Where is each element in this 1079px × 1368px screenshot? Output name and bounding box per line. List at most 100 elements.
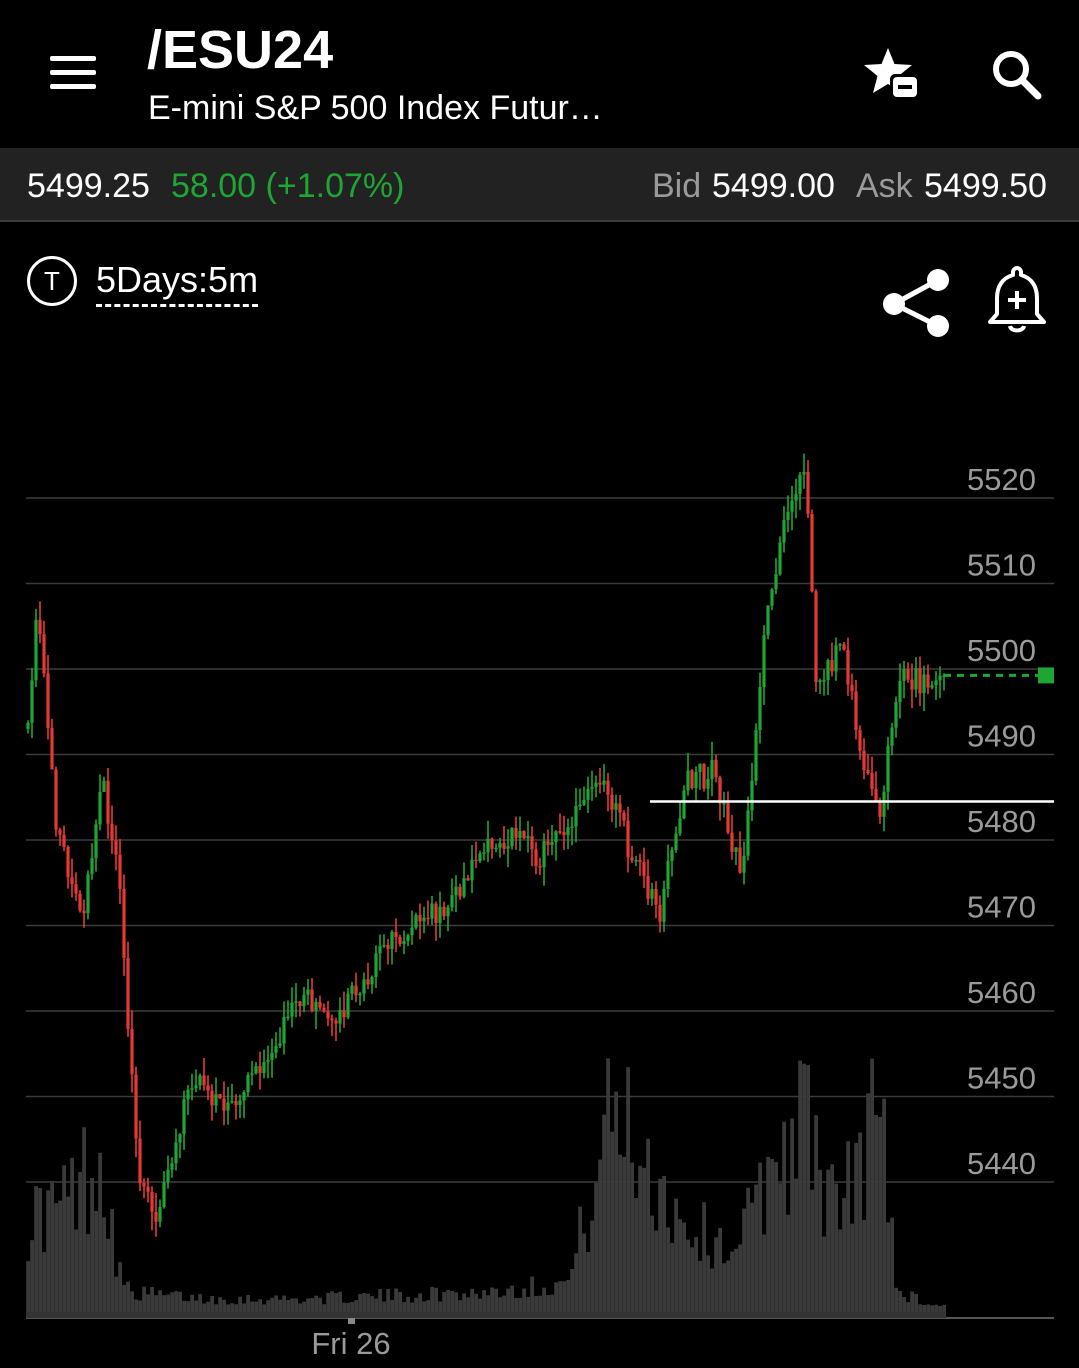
candle-body: [574, 806, 578, 827]
candle-body: [770, 589, 774, 606]
volume-bar: [674, 1198, 678, 1312]
candle-body: [810, 513, 814, 592]
volume-bar: [666, 1227, 670, 1312]
volume-bar: [890, 1217, 894, 1312]
price-tick-label: 5450: [967, 1061, 1036, 1096]
candle-body: [530, 836, 534, 850]
volume-bar: [86, 1234, 90, 1312]
candle-body: [534, 849, 538, 866]
volume-bar: [514, 1298, 518, 1312]
volume-bar: [174, 1291, 178, 1312]
volume-bar: [642, 1167, 646, 1312]
volume-bar: [214, 1304, 218, 1312]
price-axis: 5520 5510 5500 5490 5480 5470 5460 5450 5440 Fri …: [311, 462, 1036, 1361]
volume-bar: [814, 1115, 818, 1312]
volume-bar: [758, 1162, 762, 1312]
volume-bar: [882, 1098, 886, 1312]
volume-bar: [938, 1306, 942, 1312]
volume-bar: [534, 1295, 538, 1312]
candle-body: [278, 1043, 282, 1046]
volume-bar: [374, 1298, 378, 1312]
candle-body: [742, 855, 746, 873]
candle-body: [274, 1045, 278, 1053]
volume-bar: [418, 1293, 422, 1312]
candle-body: [58, 829, 62, 835]
price-chart[interactable]: 5520 5510 5500 5490 5480 5470 5460 5450 5440 Fri …: [0, 330, 1079, 1368]
volume-bar: [298, 1303, 302, 1312]
volume-bar: [734, 1248, 738, 1312]
candle-body: [782, 520, 786, 543]
candle-body: [154, 1211, 158, 1222]
candle-body: [418, 915, 422, 922]
candle-body: [910, 679, 914, 690]
volume-bar: [202, 1303, 206, 1312]
ask-price: 5499.50: [924, 167, 1047, 205]
candle-body: [670, 849, 674, 861]
volume-bar: [314, 1295, 318, 1312]
volume-bar: [402, 1301, 406, 1312]
candle-body: [94, 824, 98, 859]
volume-bar: [682, 1222, 686, 1312]
volume-bar: [170, 1292, 174, 1312]
add-alert-bell-icon[interactable]: [984, 264, 1050, 338]
search-icon[interactable]: [988, 46, 1046, 102]
volume-bar: [738, 1244, 742, 1312]
candle-body: [78, 893, 82, 911]
candle-body: [178, 1134, 182, 1143]
volume-bar: [538, 1295, 542, 1312]
timeframe-t-icon[interactable]: T: [27, 256, 77, 306]
candle-body: [306, 989, 310, 995]
volume-bar: [122, 1285, 126, 1312]
volume-bar: [618, 1154, 622, 1312]
candle-body: [834, 645, 838, 672]
volume-bar: [430, 1286, 434, 1312]
volume-bar: [290, 1298, 294, 1312]
volume-bar: [30, 1240, 34, 1312]
candle-body: [802, 471, 806, 475]
candle-body: [346, 993, 350, 1018]
watchlist-star-minus-icon[interactable]: [860, 44, 924, 104]
candle-body: [366, 979, 370, 985]
candle-body: [186, 1089, 190, 1100]
candle-body: [442, 906, 446, 917]
candle-body: [682, 790, 686, 819]
candle-body: [314, 1001, 318, 1011]
menu-icon[interactable]: [46, 48, 102, 96]
candle-body: [694, 771, 698, 789]
candle-body: [538, 865, 542, 868]
share-icon[interactable]: [878, 266, 954, 340]
candle-body: [30, 680, 34, 723]
timeframe-selector[interactable]: 5Days:5m: [96, 258, 259, 307]
candle-body: [558, 831, 562, 833]
price-tick-label: 5480: [967, 804, 1036, 839]
candle-body: [638, 860, 642, 862]
candle-body: [338, 1010, 342, 1024]
volume-bar: [282, 1295, 286, 1312]
candle-body: [542, 841, 546, 868]
volume-bar: [38, 1188, 42, 1312]
candle-body: [630, 857, 634, 861]
candle-body: [246, 1074, 250, 1093]
volume-bar: [410, 1302, 414, 1312]
volume-bar: [270, 1297, 274, 1312]
volume-bar: [754, 1184, 758, 1312]
candle-body: [434, 903, 438, 923]
candle-body: [254, 1066, 258, 1074]
volume-bar: [74, 1229, 78, 1312]
candle-body: [54, 769, 58, 830]
candle-body: [882, 791, 886, 817]
candle-body: [210, 1090, 214, 1106]
candle-body: [806, 471, 810, 514]
volume-bar: [334, 1293, 338, 1312]
volume-bar: [186, 1301, 190, 1312]
volume-bar: [822, 1236, 826, 1312]
volume-bar: [762, 1234, 766, 1312]
volume-bar: [602, 1114, 606, 1312]
volume-bar: [742, 1208, 746, 1312]
volume-bar: [670, 1242, 674, 1312]
volume-bar: [654, 1230, 658, 1312]
volume-bar: [718, 1227, 722, 1312]
volume-bar: [206, 1301, 210, 1312]
candle-body: [754, 730, 758, 781]
